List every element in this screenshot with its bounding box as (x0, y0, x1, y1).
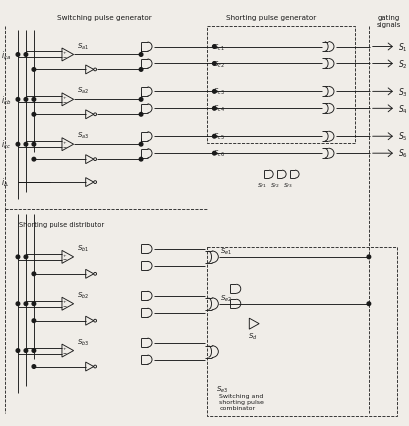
Circle shape (32, 69, 36, 72)
Text: −: − (63, 351, 67, 356)
Text: −: − (63, 304, 67, 309)
Text: +: + (63, 253, 66, 257)
Circle shape (213, 152, 216, 155)
Bar (207, 248, 397, 416)
Circle shape (16, 256, 20, 259)
Text: Switching and
shorting pulse
combinator: Switching and shorting pulse combinator (219, 394, 264, 410)
Circle shape (16, 349, 20, 353)
Circle shape (139, 158, 143, 161)
Text: +: + (63, 300, 66, 304)
Circle shape (213, 107, 216, 111)
Circle shape (367, 302, 371, 306)
Circle shape (24, 349, 28, 353)
Circle shape (32, 143, 36, 147)
Text: $i_{\Delta}$: $i_{\Delta}$ (1, 176, 9, 189)
Text: $S_d$: $S_d$ (248, 331, 258, 341)
Circle shape (16, 54, 20, 57)
Text: $S_{a3}$: $S_{a3}$ (77, 131, 89, 141)
Circle shape (32, 98, 36, 102)
Text: $S_{e2}$: $S_{e2}$ (220, 293, 232, 303)
Text: −: − (63, 100, 67, 105)
Circle shape (32, 113, 36, 117)
Circle shape (32, 158, 36, 161)
Circle shape (139, 69, 143, 72)
Text: $S_5$: $S_5$ (398, 131, 407, 143)
Text: $S_{c3}$: $S_{c3}$ (213, 87, 225, 97)
Circle shape (32, 319, 36, 323)
Circle shape (16, 302, 20, 306)
Text: $S_{c2}$: $S_{c2}$ (213, 59, 225, 69)
Text: −: − (63, 55, 67, 60)
Text: +: + (63, 51, 66, 55)
Circle shape (16, 98, 20, 102)
Circle shape (139, 98, 143, 102)
Text: $S_{c4}$: $S_{c4}$ (213, 104, 225, 114)
Bar (207, 26, 355, 144)
Text: $i_{cb}$: $i_{cb}$ (1, 94, 11, 106)
Text: $S_{f2}$: $S_{f2}$ (270, 180, 280, 189)
Text: $S_{c1}$: $S_{c1}$ (213, 42, 225, 52)
Circle shape (32, 272, 36, 276)
Text: $S_{e3}$: $S_{e3}$ (216, 383, 229, 394)
Text: −: − (63, 257, 67, 262)
Circle shape (213, 135, 216, 139)
Text: −: − (63, 145, 67, 150)
Circle shape (24, 98, 28, 102)
Circle shape (24, 256, 28, 259)
Text: Shorting pulse generator: Shorting pulse generator (226, 14, 316, 20)
Text: signals: signals (377, 22, 401, 28)
Text: $i_{ca}$: $i_{ca}$ (1, 49, 11, 62)
Text: $S_{b3}$: $S_{b3}$ (77, 337, 89, 347)
Text: $S_4$: $S_4$ (398, 103, 408, 115)
Text: $S_{a1}$: $S_{a1}$ (77, 41, 89, 52)
Text: $S_2$: $S_2$ (398, 58, 407, 71)
Text: $S_{c5}$: $S_{c5}$ (213, 132, 225, 142)
Text: $i_{cc}$: $i_{cc}$ (1, 138, 11, 151)
Circle shape (367, 256, 371, 259)
Text: $S_{a2}$: $S_{a2}$ (77, 86, 89, 96)
Circle shape (24, 54, 28, 57)
Circle shape (139, 113, 143, 117)
Circle shape (139, 54, 143, 57)
Text: Switching pulse generator: Switching pulse generator (57, 14, 152, 20)
Text: +: + (63, 141, 66, 144)
Circle shape (24, 143, 28, 147)
Text: $S_{e1}$: $S_{e1}$ (220, 246, 232, 256)
Circle shape (213, 63, 216, 66)
Circle shape (213, 90, 216, 94)
Text: $S_{c6}$: $S_{c6}$ (213, 149, 225, 159)
Circle shape (16, 143, 20, 147)
Text: $S_6$: $S_6$ (398, 147, 408, 160)
Text: $S_{b2}$: $S_{b2}$ (77, 290, 89, 300)
Text: $S_{f3}$: $S_{f3}$ (283, 180, 293, 189)
Text: $S_{f1}$: $S_{f1}$ (257, 180, 267, 189)
Circle shape (32, 302, 36, 306)
Text: gating: gating (378, 14, 400, 20)
Circle shape (32, 365, 36, 368)
Text: +: + (63, 96, 66, 100)
Circle shape (24, 302, 28, 306)
Text: +: + (63, 346, 66, 351)
Circle shape (32, 349, 36, 353)
Text: $S_1$: $S_1$ (398, 41, 407, 54)
Circle shape (139, 143, 143, 147)
Text: Shorting pulse distributor: Shorting pulse distributor (19, 222, 104, 227)
Text: $S_{b1}$: $S_{b1}$ (77, 243, 89, 253)
Text: $S_3$: $S_3$ (398, 86, 408, 98)
Circle shape (213, 46, 216, 49)
